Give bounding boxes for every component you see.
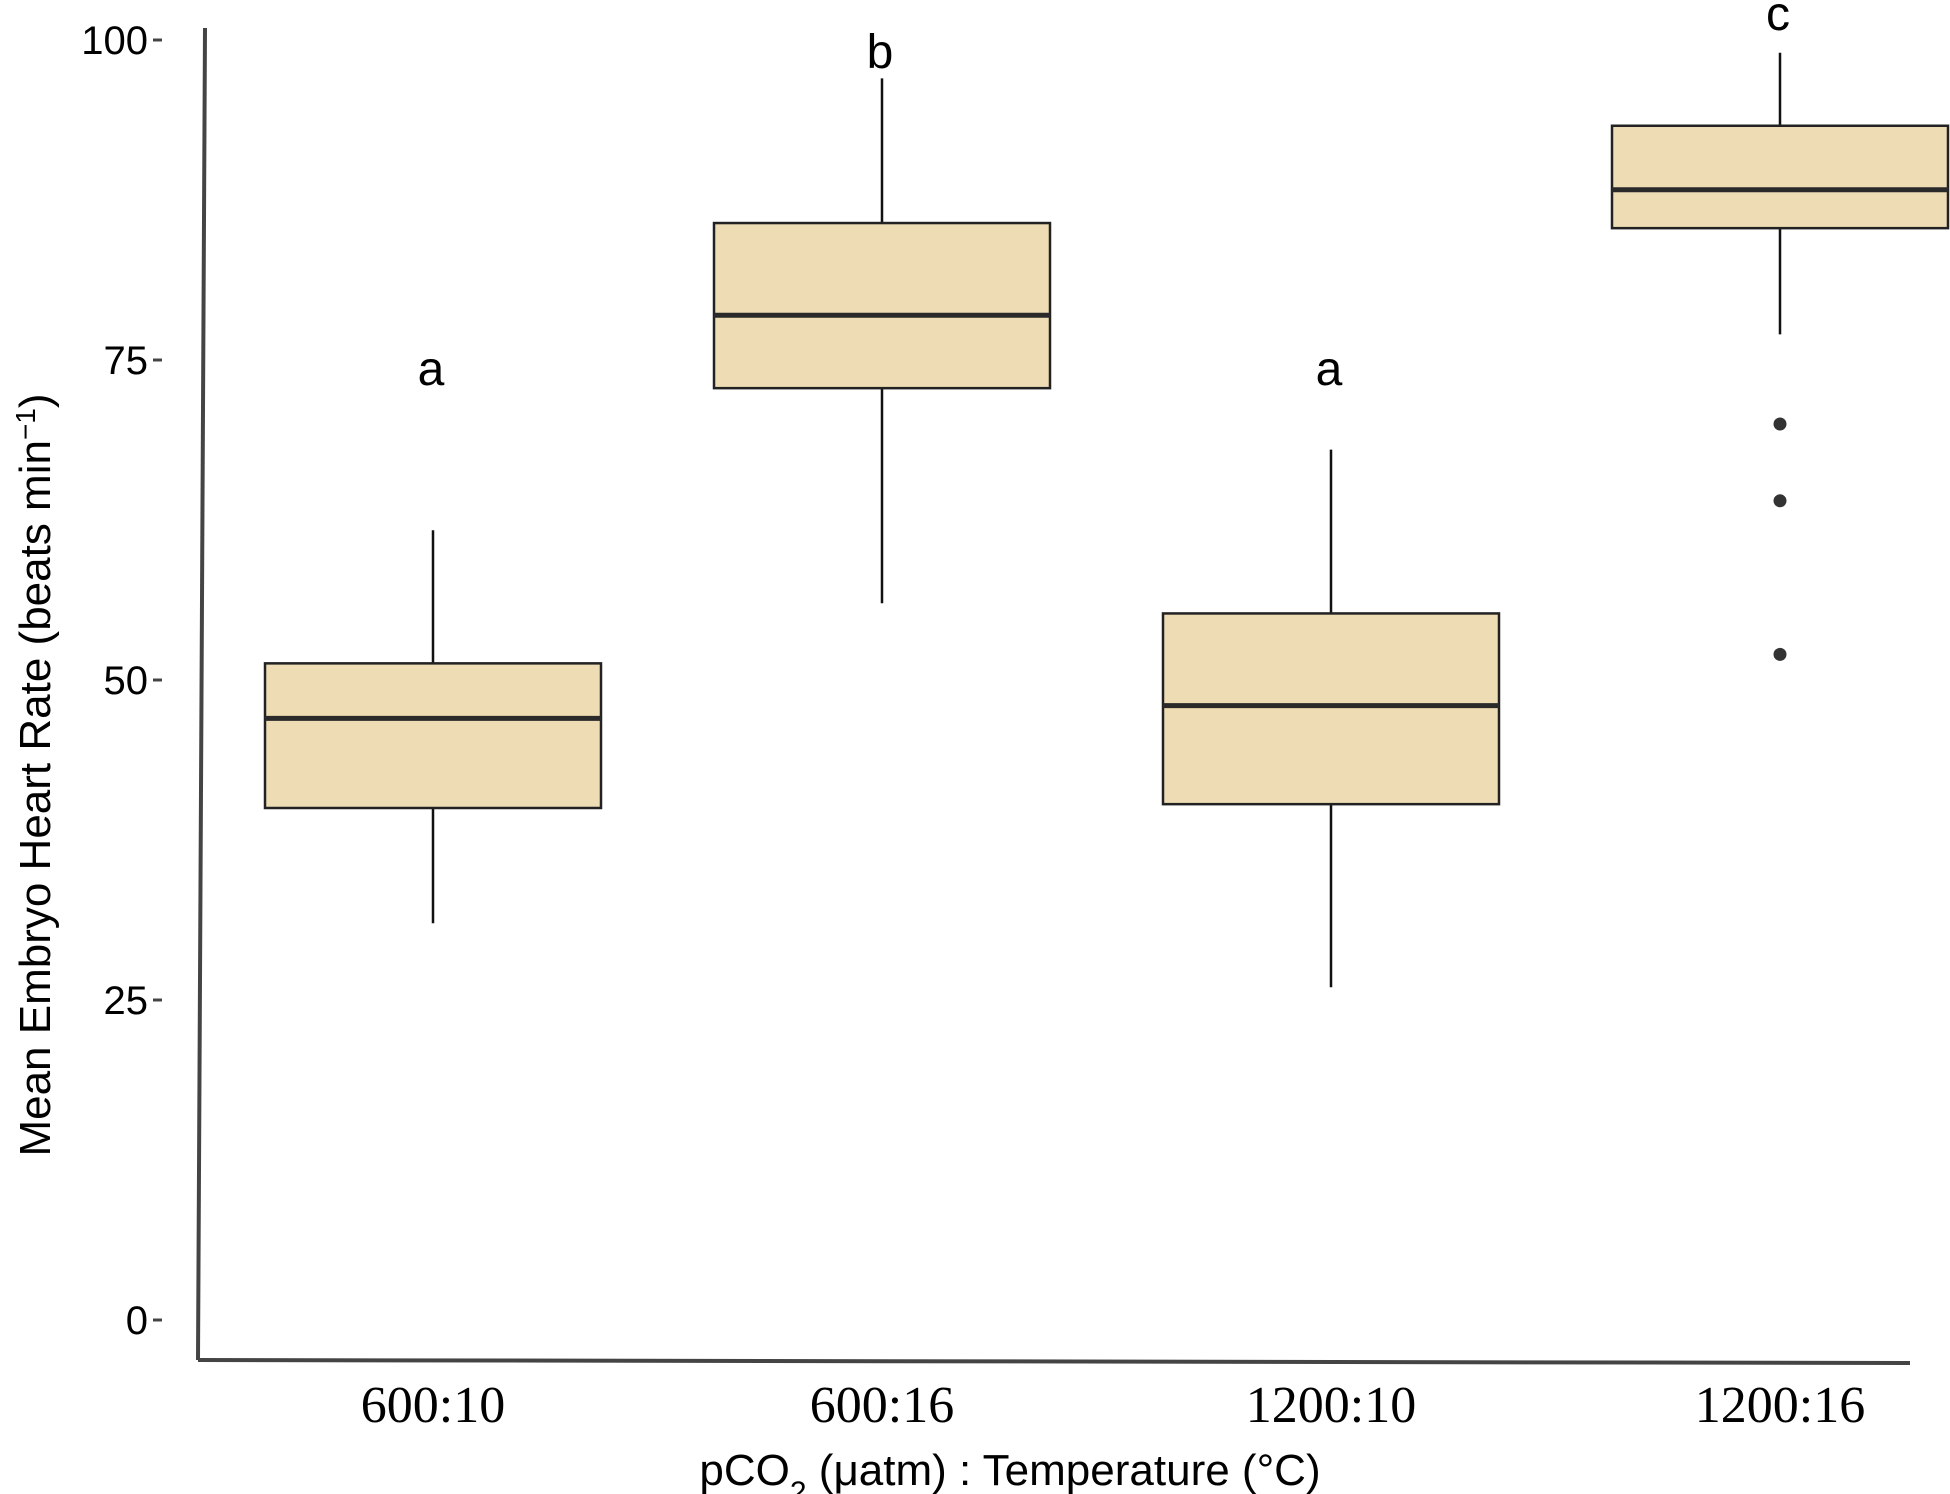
x-tick-label: 600:10 [361,1377,505,1434]
significance-letter: a [1316,343,1343,396]
y-axis-line [196,27,207,1361]
iqr-box [263,662,603,810]
box-3: a [1161,343,1501,988]
significance-letter: a [418,343,445,396]
outlier-point [1773,417,1787,431]
x-tick-label: 1200:10 [1246,1377,1416,1434]
x-axis-line [197,1358,1911,1365]
box-2: b [712,26,1052,604]
axis-titles: Mean Embryo Heart Rate (beats min−1) pCO… [10,393,1321,1494]
significance-letter: c [1766,0,1790,41]
y-axis-title: Mean Embryo Heart Rate (beats min−1) [10,393,61,1156]
box-1: a [263,343,603,924]
y-axis: 0 25 50 75 100 [81,19,207,1361]
iqr-box [1161,612,1501,806]
outlier-point [1773,647,1787,661]
x-tick-label: 1200:16 [1695,1377,1865,1434]
y-tick-label: 0 [126,1299,148,1343]
x-axis: 600:10 600:16 1200:10 1200:16 [197,1358,1911,1434]
y-tick-label: 50 [104,659,149,703]
y-tick-label: 25 [104,979,149,1023]
iqr-box [1610,124,1950,230]
significance-letter: b [867,26,894,79]
box-4: c [1610,0,1950,661]
x-axis-title: pCO2 (μatm) : Temperature (°C) [699,1446,1320,1494]
y-tick-label: 75 [104,339,149,383]
box-series: a b a c [263,0,1950,988]
x-tick-label: 600:16 [810,1377,954,1434]
y-tick-label: 100 [81,19,148,63]
iqr-box [712,221,1052,390]
outlier-point [1773,494,1787,508]
